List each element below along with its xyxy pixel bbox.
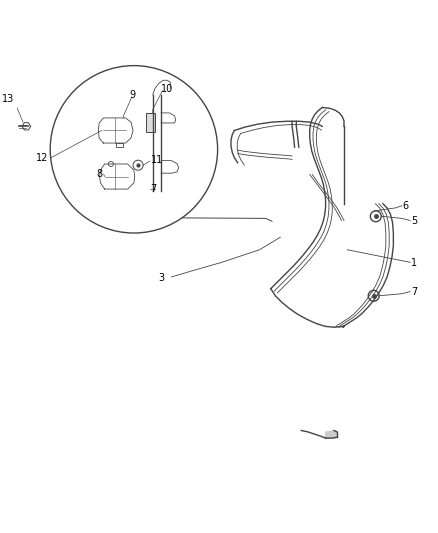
Text: 8: 8 — [96, 169, 102, 180]
Text: 7: 7 — [411, 287, 417, 296]
Text: 9: 9 — [130, 90, 136, 100]
Circle shape — [371, 211, 381, 222]
Text: 6: 6 — [403, 201, 409, 211]
Bar — [146, 113, 155, 132]
Text: 5: 5 — [411, 216, 417, 227]
Text: 13: 13 — [2, 94, 14, 104]
Text: 1: 1 — [411, 258, 417, 268]
Polygon shape — [325, 431, 337, 438]
Text: 10: 10 — [161, 84, 173, 94]
Text: 7: 7 — [151, 184, 157, 194]
Circle shape — [133, 160, 143, 170]
Circle shape — [368, 290, 379, 301]
Text: 3: 3 — [158, 273, 164, 283]
Text: 12: 12 — [36, 152, 48, 163]
Circle shape — [108, 161, 113, 166]
Text: 11: 11 — [151, 155, 163, 165]
